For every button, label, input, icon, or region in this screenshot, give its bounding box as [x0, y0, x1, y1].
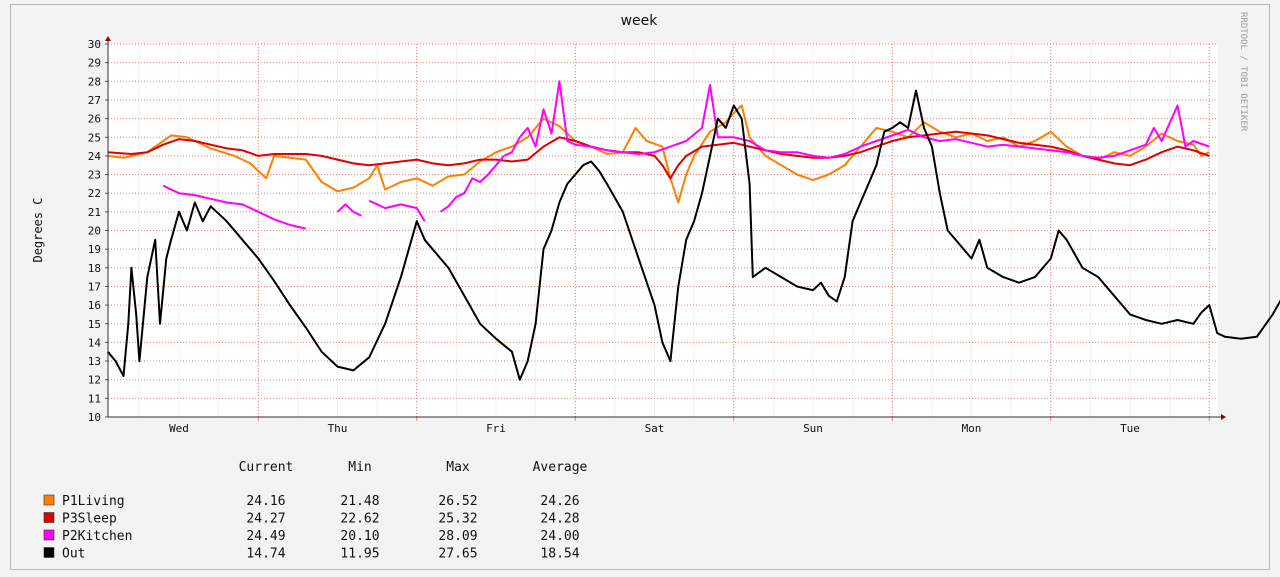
legend-swatch: [43, 512, 55, 523]
y-tick-label: 20: [88, 225, 101, 238]
y-tick-label: 22: [88, 187, 101, 200]
y-tick-label: 13: [88, 355, 101, 368]
legend-value: 24.26: [540, 494, 579, 509]
legend-value: 24.27: [246, 512, 285, 527]
axes: 10 11 12 13 14 15 16 17 18 19 20 21 22 23 24 25 26 27 28 29…: [88, 36, 1226, 435]
legend-value: 21.48: [340, 494, 379, 509]
y-tick-label: 30: [88, 38, 101, 51]
y-tick-label: 16: [88, 299, 101, 312]
legend-value: 28.09: [438, 529, 477, 544]
series-line-out: [106, 89, 1280, 381]
x-tick-label: Sun: [803, 422, 823, 435]
legend-value: 24.16: [246, 494, 285, 509]
chart-title: week: [621, 13, 659, 29]
y-tick-label: 29: [88, 57, 101, 70]
legend-value: 20.10: [340, 529, 379, 544]
y-axis-label: Degrees C: [31, 197, 45, 262]
y-tick-label: 24: [88, 150, 102, 163]
legend-header: Current: [239, 460, 294, 475]
legend-value: 24.28: [540, 512, 579, 527]
legend: Current Min Max Average P1Living 24.16 21.48 26…: [43, 460, 588, 562]
x-tick-label: Mon: [962, 422, 982, 435]
legend-value: 14.74: [246, 547, 285, 562]
y-tick-label: 23: [88, 169, 101, 182]
y-tick-label: 12: [88, 374, 101, 387]
legend-series-name: P2Kitchen: [62, 529, 132, 544]
legend-series-name: P1Living: [62, 494, 125, 509]
y-tick-label: 17: [88, 280, 101, 293]
grid: [108, 43, 1218, 417]
legend-value: 11.95: [340, 547, 379, 562]
y-tick-label: 21: [88, 206, 101, 219]
y-axis-arrow: [105, 36, 111, 41]
legend-value: 24.49: [246, 529, 285, 544]
legend-value: 22.62: [340, 512, 379, 527]
series-line-p1living: [107, 104, 1210, 204]
x-tick-label: Fri: [486, 422, 506, 435]
series-line-p3sleep: [107, 130, 1210, 180]
legend-value: 26.52: [438, 494, 477, 509]
legend-value: 25.32: [438, 512, 477, 527]
legend-header: Max: [446, 460, 470, 475]
legend-swatch: [43, 494, 55, 506]
y-tick-label: 25: [88, 131, 101, 144]
legend-header: Min: [348, 460, 371, 475]
legend-value: 24.00: [540, 529, 579, 544]
series-line-p2kitchen: [162, 184, 307, 230]
legend-series-name: P3Sleep: [62, 512, 117, 527]
y-tick-label: 14: [88, 336, 102, 349]
series-line-p2kitchen: [368, 199, 426, 222]
x-axis-arrow: [1221, 414, 1226, 420]
y-tick-label: 28: [88, 75, 101, 88]
rrdtool-watermark: RRDTOOL / TOBI OETIKER: [1238, 12, 1248, 132]
legend-value: 18.54: [540, 547, 579, 562]
x-tick-label: Wed: [169, 422, 189, 435]
series-lines: [106, 80, 1280, 381]
legend-swatch: [43, 547, 55, 558]
y-tick-label: 15: [88, 318, 101, 331]
y-tick-label: 26: [88, 113, 101, 126]
y-tick-label: 10: [88, 411, 101, 424]
x-tick-label: Thu: [328, 422, 348, 435]
legend-value: 27.65: [438, 547, 477, 562]
y-tick-label: 18: [88, 262, 101, 275]
x-tick-label: Sat: [645, 422, 665, 435]
legend-swatch: [43, 529, 55, 541]
series-line-p2kitchen: [439, 80, 1210, 213]
series-line-p2kitchen: [336, 203, 362, 217]
legend-header: Average: [533, 460, 588, 475]
y-tick-label: 27: [88, 94, 101, 107]
y-tick-label: 19: [88, 243, 101, 256]
y-tick-label: 11: [88, 392, 101, 405]
x-tick-label: Tue: [1120, 422, 1140, 435]
legend-series-name: Out: [62, 547, 85, 562]
